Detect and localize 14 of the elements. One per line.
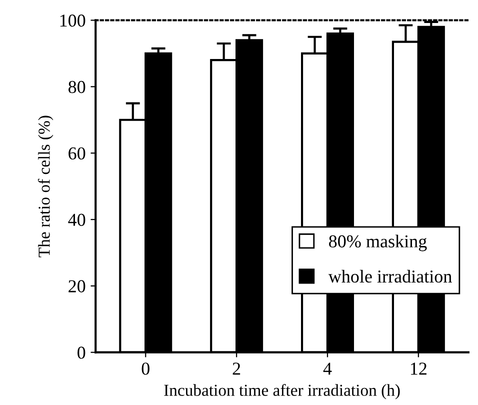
y-tick-label: 100 [60, 14, 86, 27]
y-axis-title: The ratio of cells (%) [38, 116, 54, 258]
legend-label: 80% masking [329, 234, 427, 252]
x-axis-title: Incubation time after irradiation (h) [164, 384, 400, 400]
y-tick-label: 60 [68, 147, 86, 160]
x-tick-label: 2 [232, 362, 240, 375]
x-tick-label: 12 [410, 362, 426, 375]
legend-label: whole irradiation [328, 270, 452, 283]
x-tick-label: 0 [142, 362, 150, 375]
y-tick-label: 80 [68, 80, 86, 94]
y-tick-label: 40 [68, 214, 86, 226]
y-tick-label: 0 [78, 346, 86, 359]
x-tick-label: 4 [323, 362, 332, 375]
y-tick-label: 20 [68, 280, 86, 292]
